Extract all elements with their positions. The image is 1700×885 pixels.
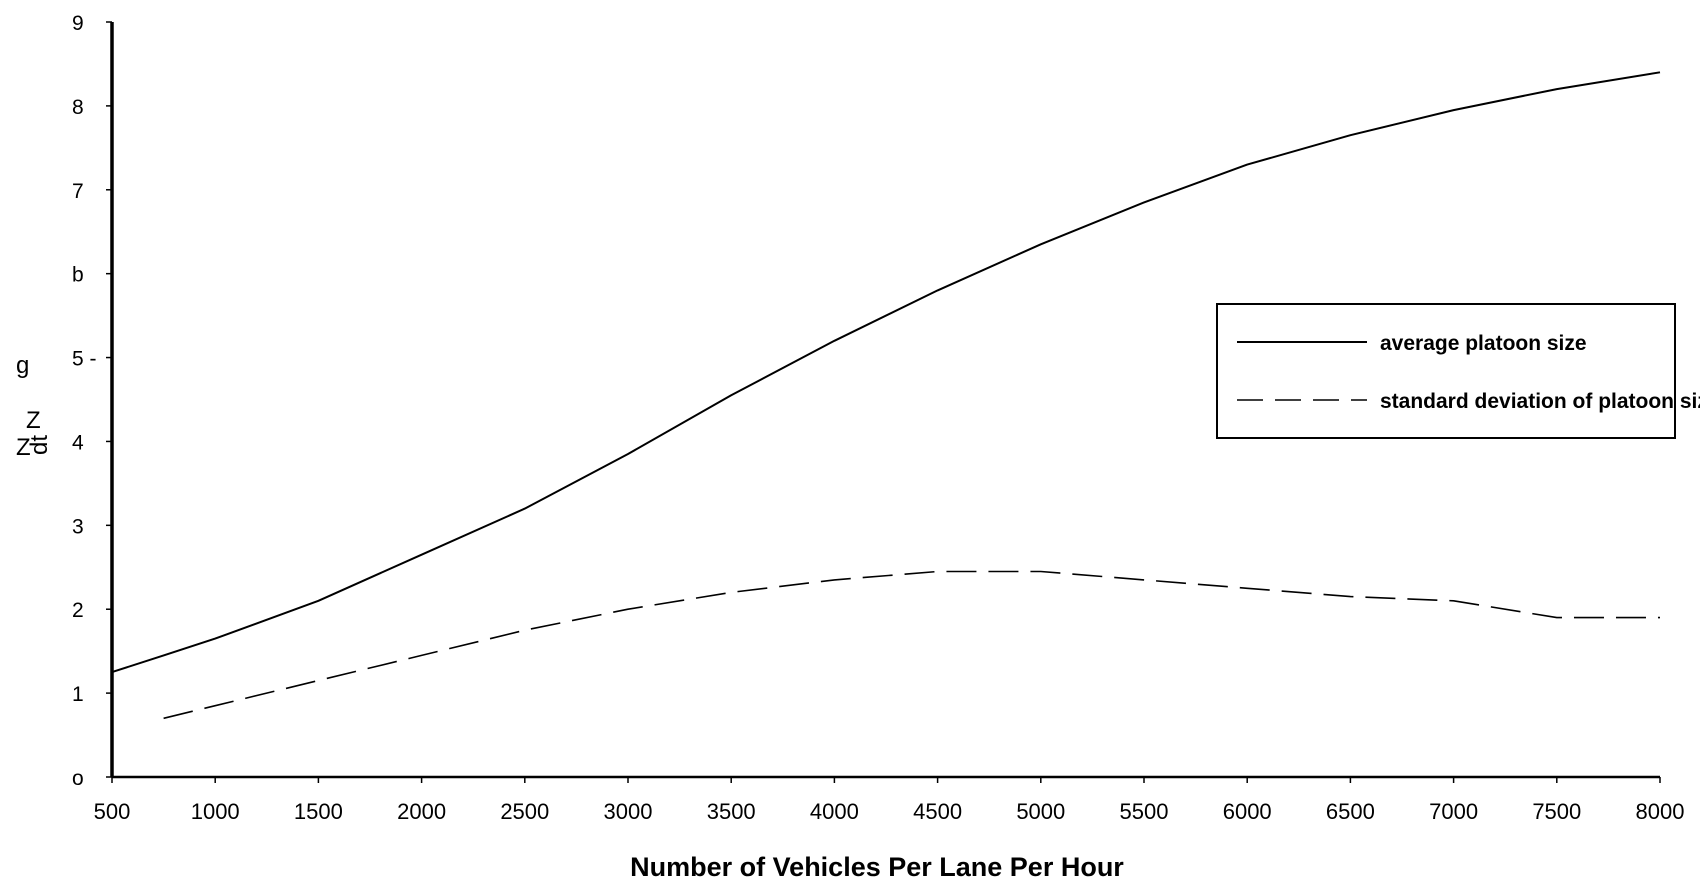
y-axis-label: g Z Z dt: [16, 352, 53, 461]
x-tick-label: 5000: [1016, 799, 1065, 824]
y-tick-label: 5 -: [72, 348, 97, 371]
y-tick-label: o: [72, 767, 84, 790]
ticks: 500 1000 1500 2000 2500 3000 3500 4000 4500 5000 5…: [72, 12, 1684, 824]
x-axis-title: Number of Vehicles Per Lane Per Hour: [630, 852, 1124, 882]
y-tick-label: 7: [72, 180, 84, 203]
y-tick-label: 4: [72, 431, 84, 454]
y-tick-label: 1: [72, 683, 84, 706]
y-tick-label: 8: [72, 96, 84, 119]
y-axis-label-fragment: dt: [26, 435, 53, 455]
x-tick-label: 7000: [1429, 799, 1478, 824]
legend-label: standard deviation of platoon size: [1380, 390, 1700, 413]
x-tick-label: 2500: [500, 799, 549, 824]
x-tick-label: 5500: [1120, 799, 1169, 824]
x-tick-label: 1500: [294, 799, 343, 824]
y-tick-label: 3: [72, 515, 84, 538]
x-tick-label: 3000: [604, 799, 653, 824]
series-line-std-dev: [163, 570, 1660, 720]
x-tick-label: 1000: [191, 799, 240, 824]
series-layer: [111, 71, 1661, 720]
x-tick-label: 4500: [913, 799, 962, 824]
axes: [110, 22, 1660, 779]
legend-box: [1216, 303, 1676, 439]
y-axis-label-fragment: g: [16, 352, 29, 379]
series-line-average: [111, 71, 1661, 674]
y-tick-label: b: [72, 264, 84, 287]
legend: average platoon size standard deviation …: [1216, 303, 1700, 439]
y-tick-label: 2: [72, 599, 84, 622]
x-tick-label: 6500: [1326, 799, 1375, 824]
y-tick-label: 9: [72, 12, 84, 35]
x-tick-label: 8000: [1636, 799, 1685, 824]
x-tick-label: 7500: [1532, 799, 1581, 824]
x-tick-label: 500: [94, 799, 131, 824]
y-axis-label-fragment: Z: [16, 434, 31, 461]
x-tick-label: 4000: [810, 799, 859, 824]
legend-label: average platoon size: [1380, 332, 1587, 355]
x-tick-label: 3500: [707, 799, 756, 824]
x-tick-label: 6000: [1223, 799, 1272, 824]
y-axis-label-fragment: Z: [26, 407, 41, 434]
x-tick-label: 2000: [397, 799, 446, 824]
